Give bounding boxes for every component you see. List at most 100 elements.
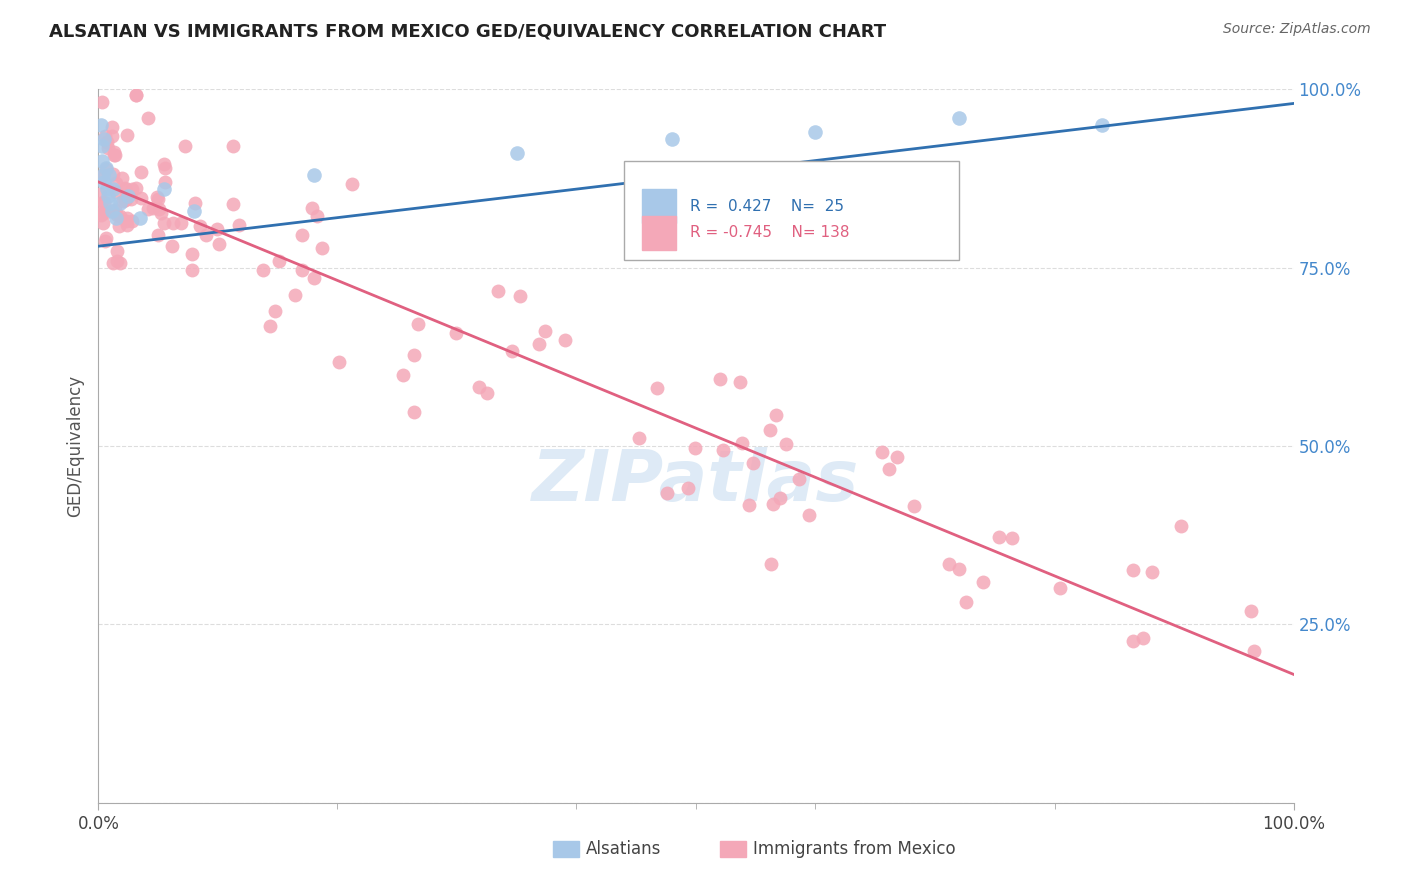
Point	[124, 180, 146, 194]
Point	[406, 318, 429, 332]
Point	[97, 141, 120, 155]
Point	[117, 218, 139, 232]
Point	[162, 216, 184, 230]
Point	[304, 271, 326, 285]
Point	[661, 132, 683, 146]
Point	[342, 177, 364, 191]
Point	[117, 189, 139, 203]
Point	[1091, 118, 1114, 132]
Point	[475, 386, 498, 401]
Point	[307, 209, 329, 223]
Point	[207, 237, 229, 252]
Point	[506, 146, 529, 161]
Point	[972, 575, 994, 590]
Point	[877, 461, 900, 475]
Bar	[720, 841, 747, 857]
Point	[101, 182, 124, 196]
Point	[709, 372, 731, 386]
Point	[160, 239, 183, 253]
Point	[90, 196, 112, 211]
Point	[762, 497, 785, 511]
Point	[391, 368, 413, 382]
Point	[129, 165, 152, 179]
Point	[94, 161, 117, 175]
Point	[91, 153, 114, 168]
Point	[114, 192, 136, 206]
Point	[1001, 532, 1024, 546]
Point	[125, 88, 148, 103]
Point	[301, 202, 323, 216]
Point	[1122, 633, 1144, 648]
Point	[284, 287, 307, 301]
Point	[146, 190, 169, 204]
Point	[207, 221, 229, 235]
Point	[90, 208, 112, 222]
Point	[527, 336, 550, 351]
Point	[1240, 604, 1263, 618]
Point	[129, 211, 152, 225]
Point	[291, 228, 314, 243]
Point	[93, 175, 115, 189]
Point	[148, 227, 170, 242]
Point	[1243, 643, 1265, 657]
Point	[291, 263, 314, 277]
Point	[501, 344, 523, 359]
FancyBboxPatch shape	[624, 161, 959, 260]
Point	[136, 202, 159, 217]
Point	[188, 219, 211, 233]
Point	[115, 211, 138, 226]
Point	[311, 241, 333, 255]
Point	[94, 128, 117, 143]
Point	[228, 218, 250, 232]
Point	[105, 244, 128, 258]
Point	[100, 203, 122, 218]
Point	[103, 145, 125, 159]
Point	[627, 431, 650, 445]
Point	[554, 333, 576, 347]
Point	[114, 194, 136, 208]
Point	[96, 231, 118, 245]
Point	[148, 202, 170, 216]
Point	[115, 214, 138, 228]
Point	[93, 132, 115, 146]
Point	[114, 182, 136, 196]
Point	[105, 211, 128, 225]
Point	[741, 456, 763, 470]
Point	[759, 423, 782, 437]
Point	[769, 491, 792, 505]
Point	[142, 201, 165, 215]
Point	[90, 95, 112, 109]
Point	[149, 205, 172, 219]
Point	[115, 128, 138, 142]
Point	[886, 450, 908, 464]
Point	[90, 170, 112, 185]
Point	[108, 196, 131, 211]
Point	[533, 324, 555, 338]
Point	[738, 498, 761, 512]
Point	[100, 120, 122, 135]
Point	[948, 562, 970, 576]
Point	[129, 192, 152, 206]
Point	[509, 288, 531, 302]
Point	[136, 112, 159, 126]
Point	[94, 204, 117, 219]
Point	[1140, 566, 1163, 580]
Point	[804, 125, 827, 139]
Point	[108, 219, 131, 233]
Point	[759, 558, 782, 572]
Point	[787, 472, 810, 486]
Point	[121, 181, 143, 195]
Text: Immigrants from Mexico: Immigrants from Mexico	[754, 840, 956, 858]
Point	[765, 408, 787, 422]
Point	[101, 256, 124, 270]
Point	[105, 207, 128, 221]
Point	[93, 194, 115, 209]
Point	[121, 213, 143, 227]
Text: R =  0.427    N=  25: R = 0.427 N= 25	[690, 199, 844, 214]
Text: R = -0.745    N= 138: R = -0.745 N= 138	[690, 225, 849, 240]
Point	[96, 135, 118, 149]
Point	[486, 284, 509, 298]
Point	[152, 217, 174, 231]
Point	[90, 118, 112, 132]
Point	[1170, 518, 1192, 533]
